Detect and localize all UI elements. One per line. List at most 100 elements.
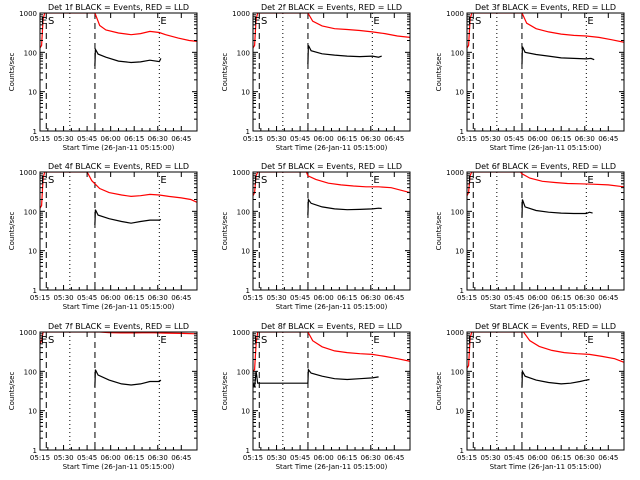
- y-axis-label: Counts/sec: [221, 372, 229, 411]
- x-tick-label: 05:45: [504, 454, 524, 462]
- event-marker-e-start: E: [254, 175, 260, 186]
- chart-panel-6: 1 10 100 1000 05:15 05:30 05:45 06:00 06:15 06:30…: [435, 162, 625, 311]
- event-marker-s: S: [261, 175, 267, 186]
- x-tick-label: 05:45: [290, 294, 310, 302]
- x-tick-label: 05:15: [30, 454, 50, 462]
- series-line-events: [521, 369, 590, 388]
- x-tick-label: 06:00: [314, 135, 334, 143]
- x-tick-label: 06:30: [148, 454, 168, 462]
- chart-panel-5: 1 10 100 1000 05:15 05:30 05:45 06:00 06:15 06:30…: [221, 162, 411, 311]
- y-tick-label: 1000: [19, 329, 37, 337]
- series-line-lld: [467, 332, 624, 369]
- x-tick-label: 06:15: [551, 135, 571, 143]
- y-axis-label: Counts/sec: [8, 212, 16, 251]
- x-tick-label: 06:30: [575, 135, 595, 143]
- x-tick-label: 05:15: [457, 454, 477, 462]
- x-tick-label: 05:45: [77, 454, 97, 462]
- x-tick-label: 06:00: [101, 135, 121, 143]
- chart-panel-9: 1 10 100 1000 05:15 05:30 05:45 06:00 06:15 06:30…: [435, 322, 625, 471]
- chart-title: Det 6f BLACK = Events, RED = LLD: [475, 162, 616, 171]
- x-tick-label: 05:15: [30, 294, 50, 302]
- x-tick-label: 06:15: [124, 454, 144, 462]
- event-marker-s: S: [48, 175, 54, 186]
- event-marker-s: S: [475, 175, 481, 186]
- event-marker-e-start: E: [468, 16, 474, 27]
- x-tick-label: 06:45: [171, 294, 191, 302]
- y-tick-label: 1: [33, 128, 37, 136]
- y-tick-label: 1000: [446, 10, 464, 18]
- x-tick-label: 06:30: [575, 454, 595, 462]
- x-tick-label: 06:45: [384, 294, 404, 302]
- y-tick-label: 1000: [19, 169, 37, 177]
- event-marker-e-start: E: [468, 335, 474, 346]
- x-tick-label: 06:45: [384, 454, 404, 462]
- series-line-events: [307, 45, 382, 65]
- chart-title: Det 1f BLACK = Events, RED = LLD: [48, 3, 189, 12]
- y-axis-label: Counts/sec: [435, 212, 443, 251]
- x-tick-label: 05:45: [77, 135, 97, 143]
- event-marker-s: S: [261, 16, 267, 27]
- series-line-lld: [253, 13, 410, 49]
- chart-title: Det 2f BLACK = Events, RED = LLD: [261, 3, 402, 12]
- event-marker-e-end: E: [160, 175, 166, 186]
- x-tick-label: 06:30: [361, 135, 381, 143]
- x-tick-label: 05:30: [53, 454, 73, 462]
- x-tick-label: 05:45: [504, 135, 524, 143]
- y-tick-label: 10: [28, 89, 37, 97]
- chart-title: Det 8f BLACK = Events, RED = LLD: [261, 322, 402, 331]
- x-tick-label: 05:15: [457, 294, 477, 302]
- y-tick-label: 10: [455, 89, 464, 97]
- chart-panel-2: 1 10 100 1000 05:15 05:30 05:45 06:00 06:15 06:30…: [221, 3, 411, 152]
- y-tick-label: 1000: [232, 169, 250, 177]
- x-tick-label: 05:30: [480, 135, 500, 143]
- series-line-events: [94, 209, 162, 226]
- y-tick-label: 10: [241, 89, 250, 97]
- chart-panel-4: 1 10 100 1000 05:15 05:30 05:45 06:00 06:15 06:30…: [8, 162, 198, 311]
- y-axis-label: Counts/sec: [221, 212, 229, 251]
- series-line-events: [307, 197, 382, 216]
- y-tick-label: 100: [451, 208, 464, 216]
- x-tick-label: 05:30: [480, 294, 500, 302]
- event-marker-e-start: E: [41, 175, 47, 186]
- y-tick-label: 1: [246, 128, 250, 136]
- series-line-lld: [40, 172, 197, 209]
- x-tick-label: 05:30: [480, 454, 500, 462]
- x-tick-label: 06:45: [598, 294, 618, 302]
- x-axis-label: Start Time (26-Jan-11 05:15:00): [276, 144, 388, 152]
- x-tick-label: 05:45: [290, 135, 310, 143]
- chart-panel-8: 1 10 100 1000 05:15 05:30 05:45 06:00 06:15 06:30…: [221, 322, 411, 471]
- chart-panel-7: 1 10 100 1000 05:15 05:30 05:45 06:00 06:15 06:30…: [8, 322, 198, 471]
- x-tick-label: 05:45: [504, 294, 524, 302]
- event-marker-e-end: E: [160, 16, 166, 27]
- x-tick-label: 06:00: [314, 294, 334, 302]
- x-tick-label: 05:30: [266, 454, 286, 462]
- y-tick-label: 100: [24, 368, 37, 376]
- event-marker-e-start: E: [254, 335, 260, 346]
- series-line-lld: [40, 332, 197, 345]
- event-marker-s: S: [261, 335, 267, 346]
- chart-title: Det 9f BLACK = Events, RED = LLD: [475, 322, 616, 331]
- x-tick-label: 05:45: [77, 294, 97, 302]
- x-tick-label: 06:45: [598, 454, 618, 462]
- x-tick-label: 05:30: [266, 294, 286, 302]
- chart-title: Det 3f BLACK = Events, RED = LLD: [475, 3, 616, 12]
- chart-panel-3: 1 10 100 1000 05:15 05:30 05:45 06:00 06:15 06:30…: [435, 3, 625, 152]
- series-line-events: [94, 369, 162, 388]
- series-line-events: [94, 46, 162, 67]
- x-tick-label: 06:45: [171, 135, 191, 143]
- x-tick-label: 06:15: [551, 294, 571, 302]
- y-tick-label: 10: [455, 408, 464, 416]
- y-tick-label: 100: [237, 49, 250, 57]
- x-tick-label: 06:00: [528, 454, 548, 462]
- chart-title: Det 4f BLACK = Events, RED = LLD: [48, 162, 189, 171]
- y-tick-label: 100: [451, 49, 464, 57]
- y-tick-label: 1: [460, 287, 464, 295]
- event-marker-e-start: E: [254, 16, 260, 27]
- series-line-events: [521, 199, 593, 218]
- x-tick-label: 05:15: [243, 135, 263, 143]
- y-tick-label: 100: [451, 368, 464, 376]
- event-marker-e-end: E: [587, 335, 593, 346]
- x-tick-label: 06:15: [337, 454, 357, 462]
- event-marker-e-start: E: [41, 335, 47, 346]
